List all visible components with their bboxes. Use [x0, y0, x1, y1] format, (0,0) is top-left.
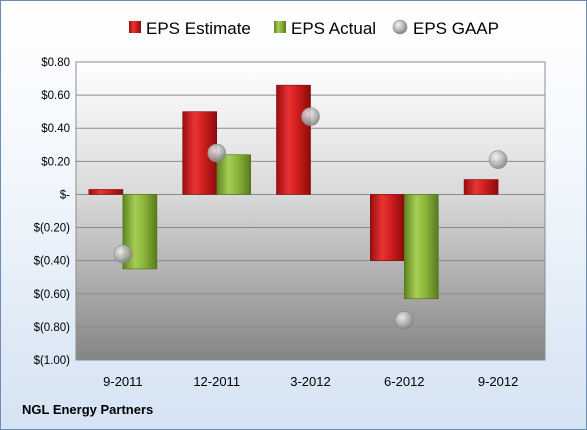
x-tick-label: 6-2012 [384, 374, 424, 389]
point-eps-gaap [488, 150, 508, 169]
point-eps-gaap [394, 310, 414, 330]
legend-swatch-actual [274, 21, 286, 33]
y-tick-label: $0.40 [41, 123, 70, 135]
y-axis: $0.80 $0.60 $0.40 $0.20 $- $(0.20) $(0.40) $(0.… [34, 57, 71, 367]
y-tick-label: $0.20 [41, 156, 70, 168]
point-eps-gaap [113, 244, 133, 264]
gaap-points [113, 107, 508, 330]
point-eps-gaap [207, 143, 226, 163]
bar-eps-estimate [88, 189, 124, 195]
x-tick-label: 12-2011 [193, 374, 240, 389]
legend: EPS Estimate EPS Actual EPS GAAP [129, 19, 499, 38]
x-tick-label: 3-2012 [290, 374, 330, 389]
bar-eps-actual [403, 194, 439, 300]
y-tick-label: $0.60 [41, 90, 70, 102]
legend-label-actual: EPS Actual [291, 19, 376, 38]
y-tick-label: $0.80 [41, 57, 70, 69]
legend-label-gaap: EPS GAAP [413, 19, 499, 38]
legend-label-estimate: EPS Estimate [146, 19, 251, 38]
legend-item-gaap: EPS GAAP [392, 19, 499, 38]
y-tick-label: $- [60, 189, 70, 201]
y-tick-label: $(0.60) [34, 289, 71, 301]
legend-item-actual: EPS Actual [274, 19, 376, 38]
bar-eps-estimate [369, 194, 405, 261]
y-tick-label: $(0.40) [34, 256, 71, 268]
bar-eps-estimate [463, 179, 499, 195]
point-eps-gaap [301, 107, 320, 126]
x-axis: 9-2011 12-2011 3-2012 6-2012 9-2012 [103, 374, 518, 389]
y-tick-label: $(0.80) [34, 322, 71, 334]
bar-eps-estimate [276, 84, 311, 195]
y-tick-label: $(0.20) [34, 223, 71, 235]
x-tick-label: 9-2011 [103, 374, 143, 389]
bar-eps-actual [216, 154, 251, 195]
x-tick-label: 9-2012 [478, 374, 518, 389]
legend-item-estimate: EPS Estimate [129, 19, 251, 38]
legend-swatch-gaap [392, 19, 408, 35]
y-tick-label: $(1.00) [34, 355, 71, 367]
legend-swatch-estimate [129, 21, 141, 33]
company-name: NGL Energy Partners [22, 402, 154, 417]
